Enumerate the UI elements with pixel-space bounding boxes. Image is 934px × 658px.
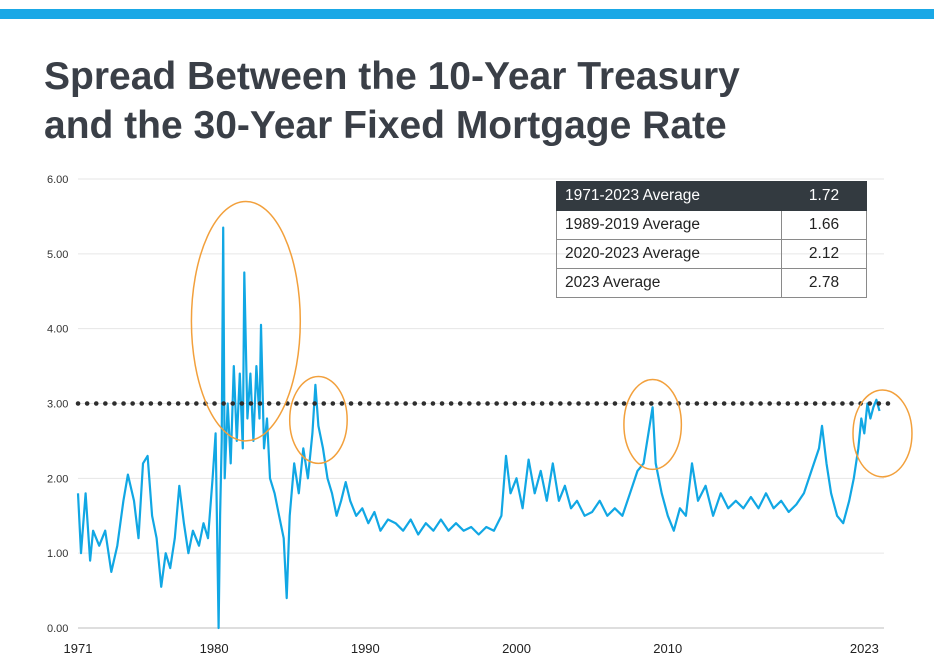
x-tick-label: 1971 <box>64 641 93 656</box>
table-row: 2020-2023 Average 2.12 <box>556 239 867 269</box>
highlight-circle <box>190 200 302 442</box>
table-row: 1989-2019 Average 1.66 <box>556 210 867 240</box>
title-line-1: Spread Between the 10-Year Treasury <box>44 55 740 98</box>
table-row-value: 1.72 <box>781 181 867 211</box>
y-tick-label: 4.00 <box>47 324 68 336</box>
x-axis-ticks: 1971 1980 1990 2000 2010 2023 <box>64 641 879 656</box>
table-row-label: 2023 Average <box>556 268 782 298</box>
highlight-circles <box>190 200 913 478</box>
x-tick-label: 2000 <box>502 641 531 656</box>
y-tick-label: 1.00 <box>47 548 68 560</box>
y-tick-label: 5.00 <box>47 249 68 261</box>
table-row-label: 2020-2023 Average <box>556 239 782 269</box>
y-tick-label: 0.00 <box>47 623 68 635</box>
spread-series-line <box>76 226 881 630</box>
table-row-value: 2.12 <box>781 239 867 269</box>
table-row-value: 1.66 <box>781 210 867 240</box>
highlight-circle <box>623 378 683 471</box>
top-accent-bar <box>0 9 934 19</box>
y-tick-label: 2.00 <box>47 473 68 485</box>
table-row-label: 1989-2019 Average <box>556 210 782 240</box>
y-tick-label: 3.00 <box>47 399 68 411</box>
x-tick-label: 1980 <box>200 641 229 656</box>
y-tick-label: 6.00 <box>47 174 68 186</box>
x-tick-label: 1990 <box>351 641 380 656</box>
highlight-circle <box>852 389 913 478</box>
x-tick-label: 2023 <box>850 641 879 656</box>
y-axis-ticks: 0.00 1.00 2.00 3.00 4.00 5.00 6.00 <box>47 174 68 635</box>
table-row: 2023 Average 2.78 <box>556 268 867 298</box>
averages-table: 1971-2023 Average 1.72 1989-2019 Average… <box>556 181 867 298</box>
title-line-2: and the 30-Year Fixed Mortgage Rate <box>44 104 727 147</box>
x-tick-label: 2010 <box>653 641 682 656</box>
table-row-label: 1971-2023 Average <box>556 181 782 211</box>
table-row: 1971-2023 Average 1.72 <box>556 181 867 211</box>
table-row-value: 2.78 <box>781 268 867 298</box>
page-title: Spread Between the 10-Year Treasury and … <box>44 52 740 150</box>
series-layer <box>76 226 881 630</box>
highlight-circle <box>288 375 348 465</box>
